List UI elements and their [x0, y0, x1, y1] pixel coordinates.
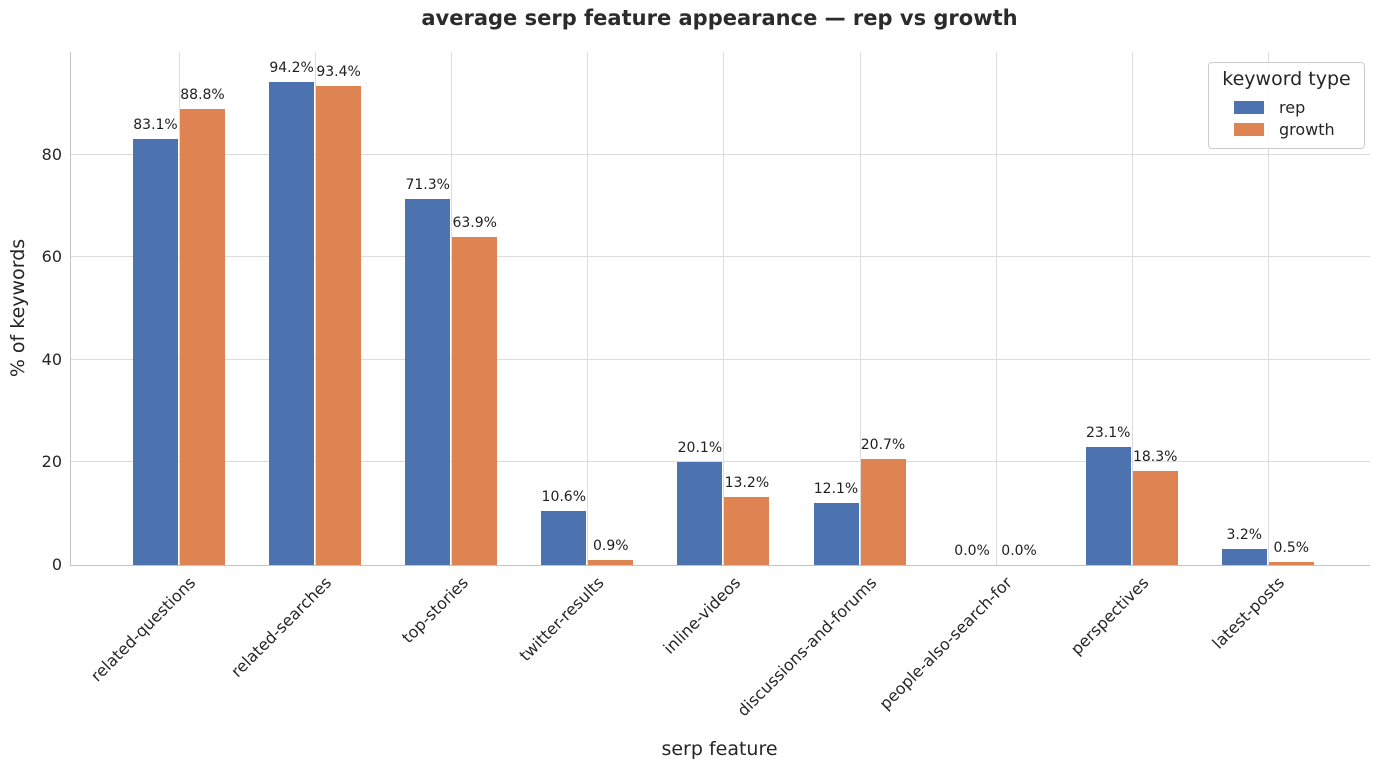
legend-entries: rep growth	[1209, 96, 1364, 140]
y-tick-label: 0	[51, 555, 62, 574]
bar-growth-top-stories	[452, 237, 498, 565]
gridline-vertical	[1267, 52, 1269, 565]
x-axis-label: serp feature	[661, 738, 778, 760]
bar-growth-related-searches	[316, 85, 362, 565]
legend-label-growth: growth	[1279, 119, 1335, 139]
bar-value-label: 13.2%	[724, 475, 770, 492]
bar-rep-perspectives	[1085, 446, 1131, 565]
gridline-vertical	[859, 52, 861, 565]
legend: keyword type rep growth	[1208, 62, 1365, 149]
x-tick-label-related-questions: related-questions	[87, 573, 200, 686]
gridline-vertical	[179, 52, 180, 565]
bar-value-label: 23.1%	[1085, 424, 1131, 441]
y-tick-label: 20	[41, 452, 62, 472]
plot-area: 83.1% 94.2% 71.3% 10.6% 20.1% 12.1% 0.0% 23.1% 3…	[70, 52, 1370, 566]
bar-rep-discussions-and-forums	[813, 502, 859, 565]
bar-value-label: 0.5%	[1273, 540, 1310, 557]
gridline-horizontal	[71, 256, 1370, 258]
bar-value-label: 0.0%	[954, 543, 990, 559]
bar-value-label: 12.1%	[813, 480, 859, 497]
legend-swatch-growth	[1234, 122, 1264, 136]
bar-growth-twitter-results	[588, 560, 634, 565]
x-tick-label-twitter-results: twitter-results	[515, 573, 608, 666]
gridline-horizontal	[71, 358, 1370, 360]
x-tick-label-perspectives: perspectives	[1066, 573, 1153, 659]
bar-value-label: 0.9%	[593, 538, 629, 555]
bar-growth-latest-posts	[1268, 562, 1314, 565]
chart-title: average serp feature appearance — rep vs…	[421, 6, 1018, 30]
bar-rep-latest-posts	[1221, 548, 1267, 565]
gridline-vertical	[451, 52, 453, 565]
x-tick-label-people-also-search-for: people-also-search-for	[875, 573, 1017, 714]
y-tick-label: 40	[41, 349, 62, 369]
y-tick-label: 80	[41, 144, 62, 164]
bar-value-label: 93.4%	[316, 63, 361, 80]
x-tick-label-latest-posts: latest-posts	[1208, 573, 1289, 653]
gridline-vertical	[315, 52, 317, 565]
x-tick-label-inline-videos: inline-videos	[659, 573, 744, 658]
legend-label-rep: rep	[1279, 97, 1306, 117]
bar-value-label: 0.0%	[1001, 543, 1037, 559]
gridline-horizontal	[71, 153, 1370, 155]
gridline-vertical	[723, 52, 725, 565]
bar-value-label: 88.8%	[180, 87, 225, 104]
bar-value-label: 18.3%	[1132, 449, 1178, 466]
bar-rep-inline-videos	[677, 461, 723, 565]
bar-value-label: 10.6%	[541, 488, 587, 505]
bar-value-label: 71.3%	[405, 177, 450, 194]
gridline-vertical	[1131, 52, 1133, 565]
y-tick-label: 60	[41, 247, 62, 267]
x-tick-label-related-searches: related-searches	[227, 573, 336, 681]
bar-value-label: 94.2%	[269, 59, 314, 76]
bar-value-label: 20.7%	[860, 436, 906, 453]
x-tick-label-top-stories: top-stories	[397, 573, 472, 647]
bar-rep-related-searches	[269, 81, 315, 565]
legend-item-rep: rep	[1209, 96, 1364, 118]
legend-swatch-rep	[1234, 100, 1264, 114]
bar-rep-related-questions	[133, 138, 178, 565]
bar-value-label: 20.1%	[677, 439, 723, 456]
bar-value-label: 3.2%	[1226, 526, 1263, 543]
gridline-vertical	[587, 52, 589, 565]
bar-value-label: 63.9%	[452, 215, 497, 232]
bar-rep-twitter-results	[541, 510, 587, 565]
gridline-vertical	[995, 52, 997, 565]
legend-item-growth: growth	[1209, 118, 1364, 140]
bar-growth-inline-videos	[724, 497, 770, 565]
bar-growth-discussions-and-forums	[860, 458, 906, 565]
legend-title: keyword type	[1222, 68, 1351, 90]
bar-growth-perspectives	[1132, 471, 1178, 565]
bar-rep-top-stories	[405, 199, 451, 565]
bar-value-label: 83.1%	[133, 116, 178, 133]
x-tick-label-discussions-and-forums: discussions-and-forums	[732, 573, 880, 721]
bar-growth-related-questions	[180, 109, 225, 565]
